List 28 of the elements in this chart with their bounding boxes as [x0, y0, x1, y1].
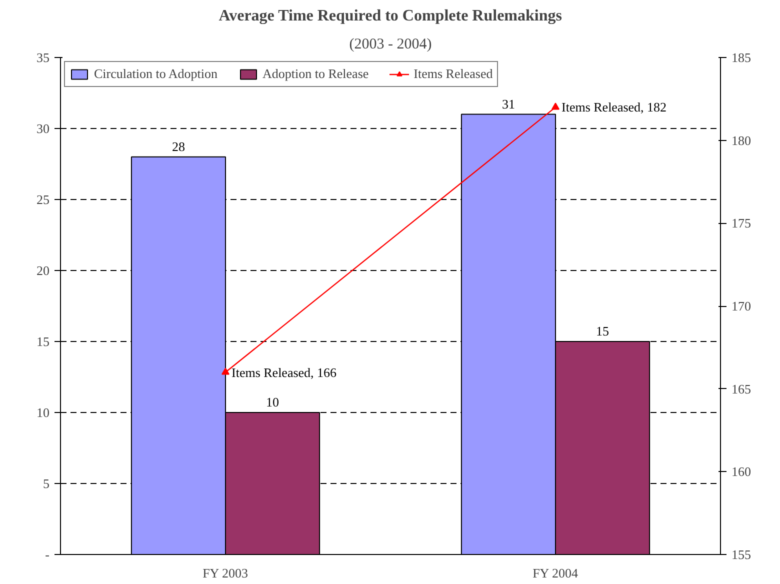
legend-label: Adoption to Release [262, 66, 369, 82]
y-tick-label: 5 [43, 476, 50, 491]
y2-tick-label: 170 [732, 298, 751, 314]
y-tick-label: 15 [36, 334, 50, 349]
data-label: Items Released, 166 [232, 364, 338, 380]
chart-subtitle: (2003 - 2004) [349, 36, 432, 52]
data-label: 10 [266, 394, 280, 410]
x-tick-label: FY 2004 [532, 566, 578, 580]
y-tick-label: 10 [36, 405, 50, 420]
data-label: 31 [502, 96, 515, 112]
data-label: 15 [596, 324, 610, 338]
data-label: 28 [172, 138, 185, 154]
y2-tick-label: 175 [732, 216, 751, 231]
y2-tick-label: 180 [732, 132, 751, 148]
y2-tick-label: 185 [732, 50, 751, 65]
y-tick-label: 25 [36, 192, 50, 207]
legend-label: Circulation to Adoption [94, 66, 218, 82]
y-tick-label: 30 [36, 121, 50, 136]
chart-title: Average Time Required to Complete Rulemakings [218, 8, 562, 24]
x-tick-label: FY 2003 [202, 566, 248, 580]
y2-tick-label: 165 [732, 381, 751, 396]
y-tick-label: 20 [36, 263, 50, 278]
y-tick-label: 35 [36, 50, 50, 65]
y-tick-label: - [45, 547, 50, 562]
data-label: Items Released, 182 [562, 100, 667, 115]
legend-label: Items Released [414, 66, 493, 82]
y2-tick-label: 160 [732, 464, 751, 480]
y2-tick-label: 155 [732, 547, 751, 562]
